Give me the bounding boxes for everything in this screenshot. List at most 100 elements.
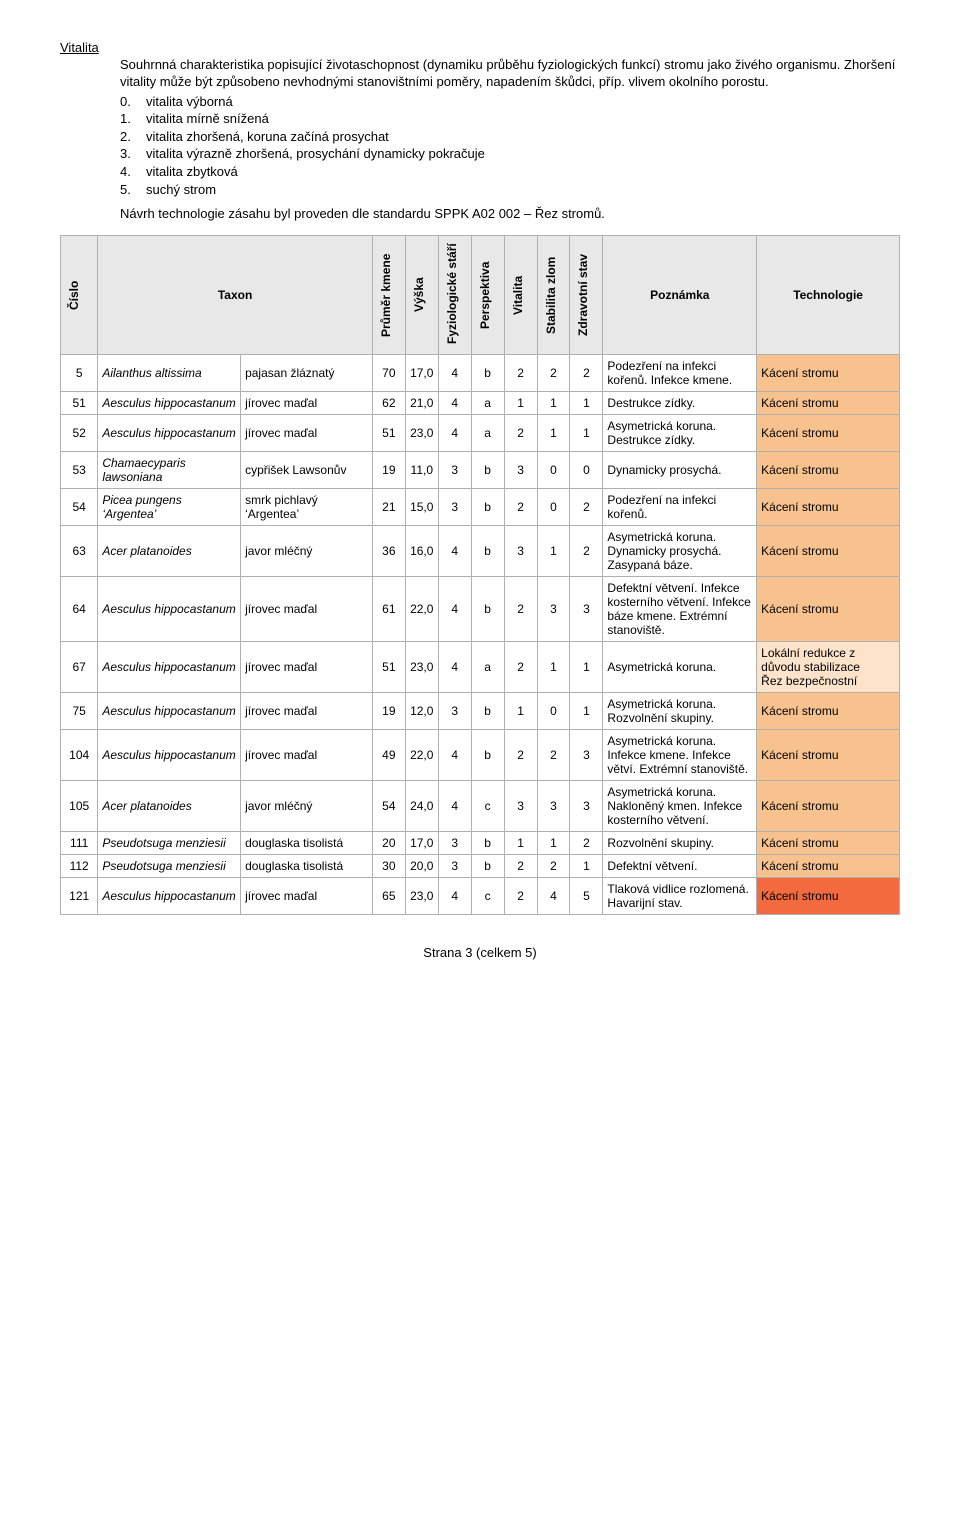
cell-stari: 4 [438, 415, 471, 452]
cell-stari: 3 [438, 489, 471, 526]
cell-perspektiva: b [471, 452, 504, 489]
cell-vitalita: 1 [504, 832, 537, 855]
cell-zdrav: 1 [570, 642, 603, 693]
cell-stari: 4 [438, 526, 471, 577]
cell-stabilita: 1 [537, 415, 570, 452]
scale-item: 0.vitalita výborná [120, 93, 900, 111]
table-row: 67Aesculus hippocastanumjírovec maďal512… [61, 642, 900, 693]
cell-id: 64 [61, 577, 98, 642]
cell-prumer: 19 [372, 693, 405, 730]
cell-stabilita: 1 [537, 392, 570, 415]
cell-perspektiva: b [471, 526, 504, 577]
cell-id: 53 [61, 452, 98, 489]
cell-stari: 4 [438, 878, 471, 915]
scale-text: vitalita výrazně zhoršená, prosychání dy… [146, 146, 485, 161]
table-header-row: Číslo Taxon Průměr kmene Výška Fyziologi… [61, 236, 900, 355]
cell-vyska: 24,0 [405, 781, 438, 832]
table-row: 51Aesculus hippocastanumjírovec maďal622… [61, 392, 900, 415]
cell-note: Asymetrická koruna. Rozvolnění skupiny. [603, 693, 757, 730]
cell-zdrav: 3 [570, 730, 603, 781]
cell-vitalita: 2 [504, 878, 537, 915]
cell-technologie: Kácení stromu [757, 415, 900, 452]
cell-common: jírovec maďal [241, 878, 373, 915]
cell-vitalita: 1 [504, 693, 537, 730]
cell-vyska: 22,0 [405, 730, 438, 781]
cell-stabilita: 2 [537, 355, 570, 392]
cell-taxon: Aesculus hippocastanum [98, 392, 241, 415]
cell-note: Destrukce zídky. [603, 392, 757, 415]
cell-perspektiva: b [471, 693, 504, 730]
scale-number: 0. [120, 93, 146, 111]
cell-zdrav: 3 [570, 781, 603, 832]
cell-stabilita: 2 [537, 855, 570, 878]
cell-id: 112 [61, 855, 98, 878]
scale-item: 3.vitalita výrazně zhoršená, prosychání … [120, 145, 900, 163]
cell-technologie: Kácení stromu [757, 693, 900, 730]
cell-perspektiva: a [471, 415, 504, 452]
cell-stabilita: 1 [537, 832, 570, 855]
scale-number: 2. [120, 128, 146, 146]
cell-common: javor mléčný [241, 526, 373, 577]
cell-vyska: 23,0 [405, 415, 438, 452]
table-row: 105Acer platanoidesjavor mléčný5424,04c3… [61, 781, 900, 832]
cell-technologie: Kácení stromu [757, 526, 900, 577]
cell-taxon: Aesculus hippocastanum [98, 577, 241, 642]
cell-stari: 3 [438, 832, 471, 855]
cell-prumer: 19 [372, 452, 405, 489]
cell-prumer: 65 [372, 878, 405, 915]
scale-number: 3. [120, 145, 146, 163]
table-row: 111Pseudotsuga menziesiidouglaska tisoli… [61, 832, 900, 855]
cell-technologie: Kácení stromu [757, 832, 900, 855]
cell-note: Rozvolnění skupiny. [603, 832, 757, 855]
scale-text: vitalita zhoršená, koruna začíná prosych… [146, 129, 389, 144]
cell-vyska: 12,0 [405, 693, 438, 730]
cell-stabilita: 0 [537, 693, 570, 730]
cell-technologie: Kácení stromu [757, 577, 900, 642]
cell-note: Asymetrická koruna. Infekce kmene. Infek… [603, 730, 757, 781]
cell-note: Asymetrická koruna. Destrukce zídky. [603, 415, 757, 452]
cell-note: Podezření na infekci kořenů. Infekce kme… [603, 355, 757, 392]
table-row: 52Aesculus hippocastanumjírovec maďal512… [61, 415, 900, 452]
cell-perspektiva: b [471, 489, 504, 526]
section-title: Vitalita [60, 40, 900, 55]
cell-vyska: 17,0 [405, 832, 438, 855]
scale-item: 5.suchý strom [120, 181, 900, 199]
cell-taxon: Acer platanoides [98, 781, 241, 832]
cell-id: 105 [61, 781, 98, 832]
cell-stari: 4 [438, 642, 471, 693]
cell-stari: 3 [438, 452, 471, 489]
cell-vitalita: 3 [504, 452, 537, 489]
cell-technologie: Lokální redukce z důvodu stabilizaceŘez … [757, 642, 900, 693]
cell-prumer: 30 [372, 855, 405, 878]
cell-id: 121 [61, 878, 98, 915]
cell-note: Dynamicky prosychá. [603, 452, 757, 489]
cell-perspektiva: a [471, 642, 504, 693]
cell-note: Tlaková vidlice rozlomená. Havarijní sta… [603, 878, 757, 915]
cell-stabilita: 3 [537, 577, 570, 642]
table-row: 75Aesculus hippocastanumjírovec maďal191… [61, 693, 900, 730]
cell-note: Defektní větvení. Infekce kosterního vět… [603, 577, 757, 642]
cell-stari: 4 [438, 392, 471, 415]
cell-vyska: 17,0 [405, 355, 438, 392]
cell-id: 111 [61, 832, 98, 855]
cell-zdrav: 1 [570, 415, 603, 452]
cell-vitalita: 2 [504, 577, 537, 642]
cell-perspektiva: b [471, 355, 504, 392]
cell-note: Asymetrická koruna. [603, 642, 757, 693]
cell-prumer: 51 [372, 642, 405, 693]
cell-prumer: 61 [372, 577, 405, 642]
cell-id: 63 [61, 526, 98, 577]
table-row: 63Acer platanoidesjavor mléčný3616,04b31… [61, 526, 900, 577]
cell-taxon: Aesculus hippocastanum [98, 642, 241, 693]
cell-taxon: Aesculus hippocastanum [98, 415, 241, 452]
cell-prumer: 20 [372, 832, 405, 855]
cell-common: cypřišek Lawsonův [241, 452, 373, 489]
cell-vitalita: 2 [504, 355, 537, 392]
table-row: 104Aesculus hippocastanumjírovec maďal49… [61, 730, 900, 781]
cell-vitalita: 3 [504, 526, 537, 577]
cell-id: 75 [61, 693, 98, 730]
cell-prumer: 36 [372, 526, 405, 577]
cell-id: 51 [61, 392, 98, 415]
cell-stari: 4 [438, 577, 471, 642]
cell-common: jírovec maďal [241, 415, 373, 452]
